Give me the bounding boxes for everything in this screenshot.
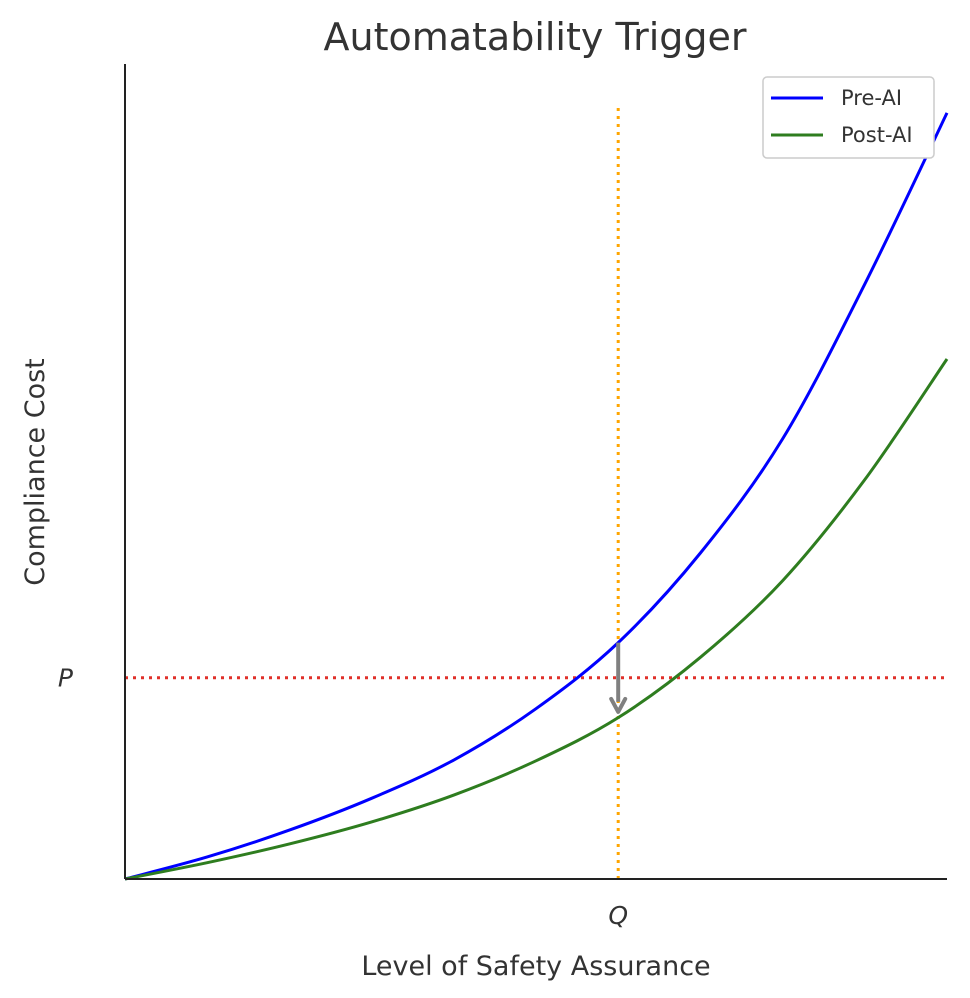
shift-arrow-head [609,696,628,714]
x-tick-label: Q [608,901,628,930]
plot-area: QP [58,64,949,930]
y-tick-label: P [58,664,74,693]
chart-title: Automatability Trigger [323,15,746,59]
x-axis-label: Level of Safety Assurance [361,951,710,982]
legend-label: Post-AI [841,123,913,147]
series-line-pre-ai [124,112,949,881]
legend: Pre-AI Post-AI [762,76,935,159]
y-axis-label: Compliance Cost [20,358,51,586]
series-line-post-ai [124,358,949,881]
legend-label: Pre-AI [841,86,902,110]
